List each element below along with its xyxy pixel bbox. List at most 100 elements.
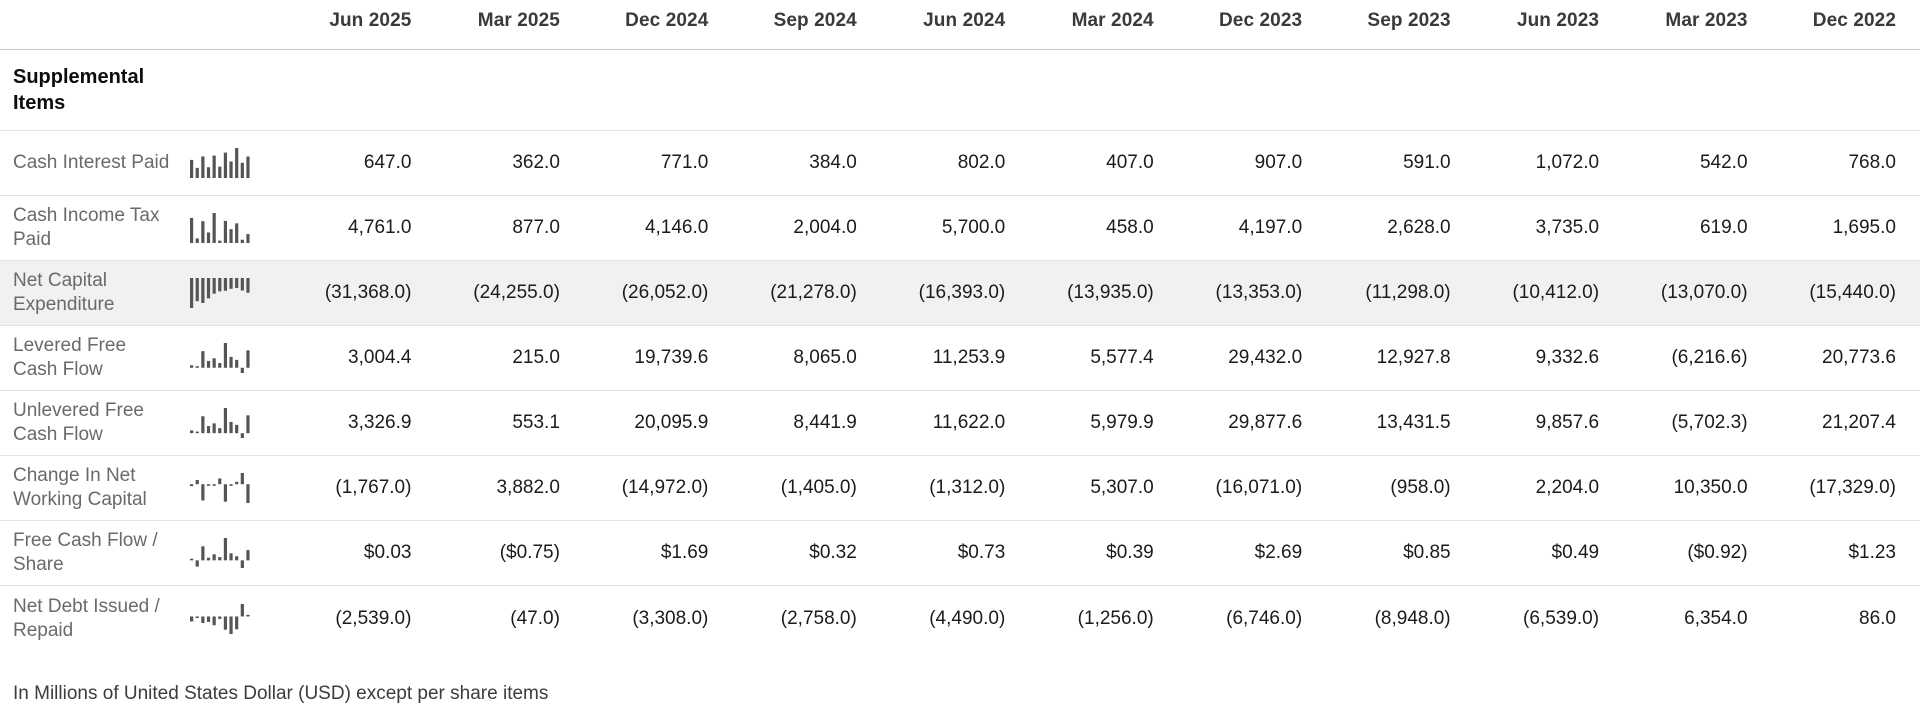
sparkline-chart (178, 473, 263, 503)
value-cell: 21,207.4 (1822, 412, 1896, 433)
value-cell: 2,004.0 (793, 217, 857, 238)
value-cell: (24,255.0) (473, 282, 560, 303)
value-cell: $2.69 (1254, 542, 1303, 563)
value-cell: 11,622.0 (932, 412, 1006, 433)
section-title: Supplemental Items (13, 66, 145, 114)
value-cell: (15,440.0) (1809, 282, 1896, 303)
value-cell: (16,393.0) (918, 282, 1006, 303)
value-cell: 2,204.0 (1535, 477, 1600, 498)
value-cell: $1.69 (660, 542, 709, 563)
value-cell: $0.32 (809, 542, 857, 563)
value-cell: 3,004.4 (348, 347, 412, 368)
value-cell: 3,326.9 (348, 412, 412, 433)
sparkline-bars (189, 603, 250, 634)
sparkline-bars (189, 473, 250, 503)
column-header-jun-2023: Jun 2023 (1516, 10, 1600, 31)
value-cell: 3,882.0 (496, 477, 560, 498)
value-cell: (10,412.0) (1512, 282, 1600, 303)
table-row-levered-free-cash-flow[interactable]: Levered Free Cash Flow 3,004.4 215.0 19,739… (0, 326, 1920, 391)
value-cell: 771.0 (660, 152, 709, 173)
value-cell: 384.0 (809, 152, 857, 173)
value-cell: (4,490.0) (929, 607, 1006, 629)
value-cell: 29,432.0 (1228, 347, 1303, 368)
value-cell: 5,577.4 (1090, 347, 1154, 368)
sparkline-chart (178, 603, 263, 634)
sparkline-bars (189, 148, 250, 178)
table-row-change-in-net-working-capital[interactable]: Change In Net Working Capital (1,767.0) 3,… (0, 456, 1920, 521)
value-cell: 8,441.9 (793, 412, 857, 433)
column-header-jun-2025: Jun 2025 (329, 10, 412, 31)
value-cell: 362.0 (512, 152, 560, 173)
row-label: Unlevered Free Cash Flow (13, 400, 144, 445)
table-row-free-cash-flow-share[interactable]: Free Cash Flow / Share $0.03 ($0.75) $1.69 $… (0, 521, 1920, 586)
value-cell: (13,935.0) (1067, 282, 1154, 303)
sparkline-bars (189, 343, 250, 373)
sparkline-chart (178, 343, 263, 373)
value-cell: (1,312.0) (929, 477, 1006, 498)
table-row-cash-income-tax-paid[interactable]: Cash Income Tax Paid 4,761.0 877.0 4,146.0 2… (0, 196, 1920, 261)
value-cell: (6,746.0) (1226, 607, 1303, 629)
column-header-sep-2023: Sep 2023 (1367, 10, 1451, 31)
value-cell: (6,539.0) (1523, 607, 1600, 629)
row-label: Change In Net Working Capital (13, 465, 147, 510)
row-label: Cash Interest Paid (13, 152, 170, 173)
value-cell: (6,216.6) (1671, 347, 1748, 368)
value-cell: 877.0 (512, 217, 560, 238)
value-cell: (2,539.0) (335, 607, 412, 629)
table-body: Cash Interest Paid 647.0 362.0 771.0 384.0 80… (0, 131, 1920, 651)
value-cell: (26,052.0) (621, 282, 709, 303)
value-cell: 591.0 (1403, 152, 1451, 173)
value-cell: (1,256.0) (1077, 607, 1154, 629)
value-cell: (3,308.0) (632, 607, 709, 629)
sparkline-bars (189, 538, 250, 568)
value-cell: ($0.92) (1687, 542, 1748, 563)
table-row-unlevered-free-cash-flow[interactable]: Unlevered Free Cash Flow 3,326.9 553.1 20,0… (0, 391, 1920, 456)
column-header-dec-2023: Dec 2023 (1218, 10, 1303, 31)
value-cell: 13,431.5 (1376, 412, 1451, 433)
table-row-net-capital-expenditure[interactable]: Net Capital Expenditure (31,368.0) (24,255… (0, 261, 1920, 326)
value-cell: 5,307.0 (1090, 477, 1154, 498)
row-label: Net Debt Issued / Repaid (13, 595, 160, 641)
value-cell: $0.03 (363, 542, 412, 563)
sparkline-chart (178, 278, 263, 308)
sparkline-bars (189, 408, 250, 438)
value-cell: (47.0) (510, 607, 560, 629)
value-cell: 619.0 (1699, 217, 1748, 238)
value-cell: $0.39 (1106, 542, 1154, 563)
value-cell: 19,739.6 (634, 347, 709, 368)
sparkline-chart (178, 538, 263, 568)
value-cell: 29,877.6 (1228, 412, 1303, 433)
value-cell: 20,773.6 (1822, 347, 1896, 368)
value-cell: 12,927.8 (1376, 347, 1451, 368)
value-cell: $0.73 (957, 542, 1006, 563)
value-cell: 6,354.0 (1684, 607, 1748, 629)
value-cell: 5,700.0 (941, 217, 1006, 238)
value-cell: (1,405.0) (780, 477, 857, 498)
value-cell: 458.0 (1106, 217, 1154, 238)
value-cell: 768.0 (1848, 152, 1896, 173)
value-cell: 4,761.0 (348, 217, 412, 238)
sparkline-bars (189, 213, 250, 243)
value-cell: (14,972.0) (621, 477, 709, 498)
table-row-cash-interest-paid[interactable]: Cash Interest Paid 647.0 362.0 771.0 384.0 80… (0, 131, 1920, 196)
column-header-dec-2022: Dec 2022 (1812, 10, 1896, 31)
value-cell: (8,948.0) (1374, 607, 1451, 629)
sparkline-chart (178, 213, 263, 243)
sparkline-chart (178, 148, 263, 178)
table-row-net-debt-issued-repaid[interactable]: Net Debt Issued / Repaid (2,539.0) (47.0) (… (0, 586, 1920, 651)
value-cell: (31,368.0) (324, 282, 412, 303)
units-footnote: In Millions of United States Dollar (USD… (13, 683, 549, 704)
value-cell: ($0.75) (499, 542, 560, 563)
row-label: Cash Income Tax Paid (13, 205, 160, 250)
value-cell: (21,278.0) (770, 282, 857, 303)
value-cell: 8,065.0 (793, 347, 857, 368)
value-cell: 3,735.0 (1535, 217, 1600, 238)
column-header-mar-2023: Mar 2023 (1665, 10, 1748, 31)
value-cell: 802.0 (957, 152, 1006, 173)
value-cell: (2,758.0) (780, 607, 857, 629)
value-cell: (17,329.0) (1809, 477, 1896, 498)
value-cell: 9,332.6 (1535, 347, 1600, 368)
sparkline-chart (178, 408, 263, 438)
value-cell: (958.0) (1390, 477, 1451, 498)
column-header-mar-2024: Mar 2024 (1071, 10, 1154, 31)
